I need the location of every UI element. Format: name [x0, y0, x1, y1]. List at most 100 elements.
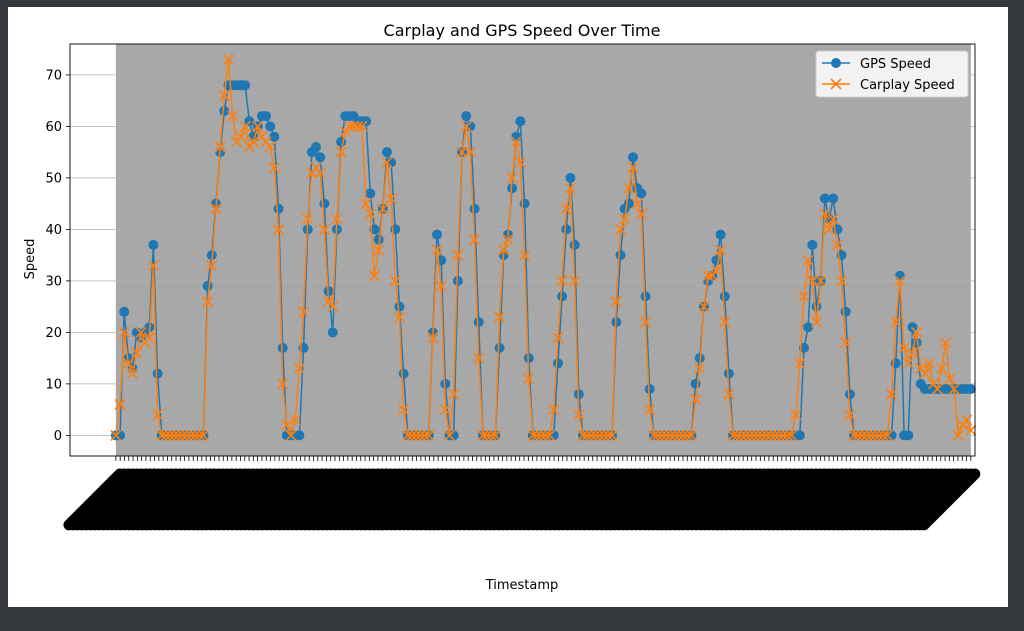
data-point — [452, 249, 464, 261]
data-point — [940, 337, 952, 349]
data-point — [660, 429, 672, 441]
data-point — [894, 270, 905, 281]
data-point — [314, 167, 326, 179]
data-point — [931, 383, 944, 395]
data-point — [443, 429, 456, 441]
data-point — [965, 384, 976, 395]
data-point — [131, 347, 143, 359]
data-point — [923, 357, 935, 369]
data-point — [527, 429, 539, 441]
data-point — [936, 362, 948, 375]
data-point — [777, 429, 789, 441]
data-point — [785, 429, 798, 441]
data-point — [510, 136, 522, 148]
data-point — [381, 156, 393, 169]
data-point — [277, 342, 288, 353]
data-point — [589, 429, 602, 441]
data-point — [735, 429, 748, 441]
data-point — [456, 146, 468, 158]
data-point — [414, 429, 426, 441]
data-point — [126, 368, 139, 380]
data-point — [381, 147, 392, 158]
data-point — [281, 419, 293, 431]
data-point — [644, 404, 656, 416]
series-layer — [110, 53, 977, 441]
data-point — [873, 429, 885, 441]
data-point — [331, 213, 343, 225]
data-point — [719, 316, 731, 328]
data-point — [202, 281, 213, 292]
data-point — [377, 203, 389, 215]
legend-label: Carplay Speed — [860, 78, 955, 93]
chart-title: Carplay and GPS Speed Over Time — [384, 21, 661, 40]
data-point — [848, 429, 860, 441]
data-point — [610, 295, 622, 308]
data-point — [952, 429, 964, 441]
data-point — [247, 136, 260, 148]
y-axis-label: Speed — [23, 239, 38, 280]
data-point — [594, 429, 606, 441]
data-point — [294, 430, 305, 441]
data-point — [628, 152, 639, 163]
data-point — [481, 429, 493, 441]
data-point — [235, 131, 247, 143]
data-point — [556, 275, 568, 287]
data-point — [261, 111, 272, 122]
data-point — [635, 208, 647, 220]
data-point — [289, 414, 301, 426]
legend-item: GPS Speed — [822, 57, 931, 72]
data-point — [318, 223, 330, 235]
data-point — [569, 275, 581, 287]
data-point — [393, 311, 406, 323]
data-point — [511, 131, 522, 142]
legend-box — [815, 50, 969, 98]
data-point — [452, 275, 463, 286]
data-point — [698, 301, 710, 313]
y-tick-label: 50 — [45, 171, 62, 186]
data-point — [548, 404, 560, 416]
data-point — [627, 162, 639, 174]
data-point — [831, 239, 843, 251]
data-point — [273, 203, 284, 214]
data-point — [335, 146, 347, 158]
data-point — [631, 198, 643, 210]
data-point — [122, 357, 134, 369]
data-point — [702, 270, 714, 282]
data-point — [427, 331, 439, 344]
axes: 0 10 20 30 40 50 60 70 — [45, 43, 976, 457]
data-point — [431, 244, 443, 256]
data-point — [819, 208, 831, 220]
data-point — [364, 208, 376, 220]
data-point — [147, 259, 159, 272]
data-point — [606, 429, 618, 441]
data-point — [118, 326, 130, 338]
data-point — [277, 378, 289, 390]
data-point — [272, 223, 285, 235]
legend-marker — [831, 58, 841, 68]
data-point — [861, 429, 873, 441]
data-point — [152, 409, 164, 421]
data-point — [143, 331, 155, 344]
grid-lines — [70, 74, 975, 436]
data-point — [398, 368, 409, 379]
data-point — [623, 198, 634, 209]
data-point — [469, 203, 480, 214]
data-point — [565, 172, 576, 183]
data-point — [435, 280, 447, 292]
data-point — [894, 275, 906, 287]
data-point — [218, 89, 230, 102]
data-point — [264, 141, 276, 153]
data-point — [493, 311, 506, 323]
y-tick-label: 0 — [54, 429, 62, 444]
data-point — [598, 429, 610, 441]
data-point — [148, 239, 159, 250]
data-point — [514, 156, 526, 169]
data-point — [802, 254, 814, 266]
data-point — [373, 234, 384, 245]
data-point — [385, 192, 397, 205]
data-point — [615, 250, 626, 261]
data-point — [906, 347, 919, 359]
y-tick-label: 20 — [45, 326, 62, 341]
data-point — [569, 239, 580, 250]
data-point — [898, 342, 910, 354]
